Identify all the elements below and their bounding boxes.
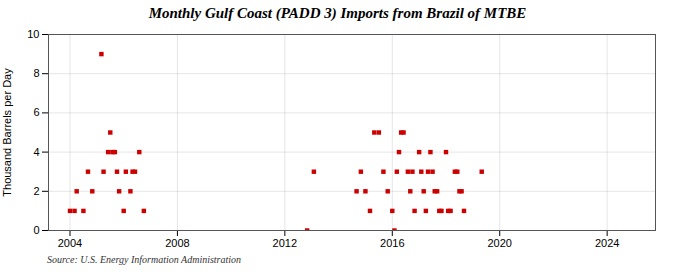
svg-text:2: 2: [33, 185, 39, 197]
svg-text:8: 8: [33, 67, 39, 79]
svg-text:6: 6: [33, 106, 39, 118]
html-text:Source: U.S. Energy Informatio: Source: U.S. Energy Information Administ…: [47, 254, 242, 265]
svg-text:Thousand Barrels per Day: Thousand Barrels per Day: [1, 68, 13, 197]
svg-text:2008: 2008: [165, 237, 189, 249]
svg-text:2012: 2012: [273, 237, 297, 249]
svg-text:2004: 2004: [58, 237, 82, 249]
svg-text:4: 4: [33, 146, 39, 158]
svg-text:2016: 2016: [380, 237, 404, 249]
svg-text:2020: 2020: [487, 237, 511, 249]
svg-text:2024: 2024: [595, 237, 619, 249]
svg-text:0: 0: [33, 224, 39, 236]
html-text:Monthly Gulf Coast (PADD 3) Im: Monthly Gulf Coast (PADD 3) Imports from…: [148, 5, 527, 21]
svg-text:10: 10: [27, 28, 39, 40]
